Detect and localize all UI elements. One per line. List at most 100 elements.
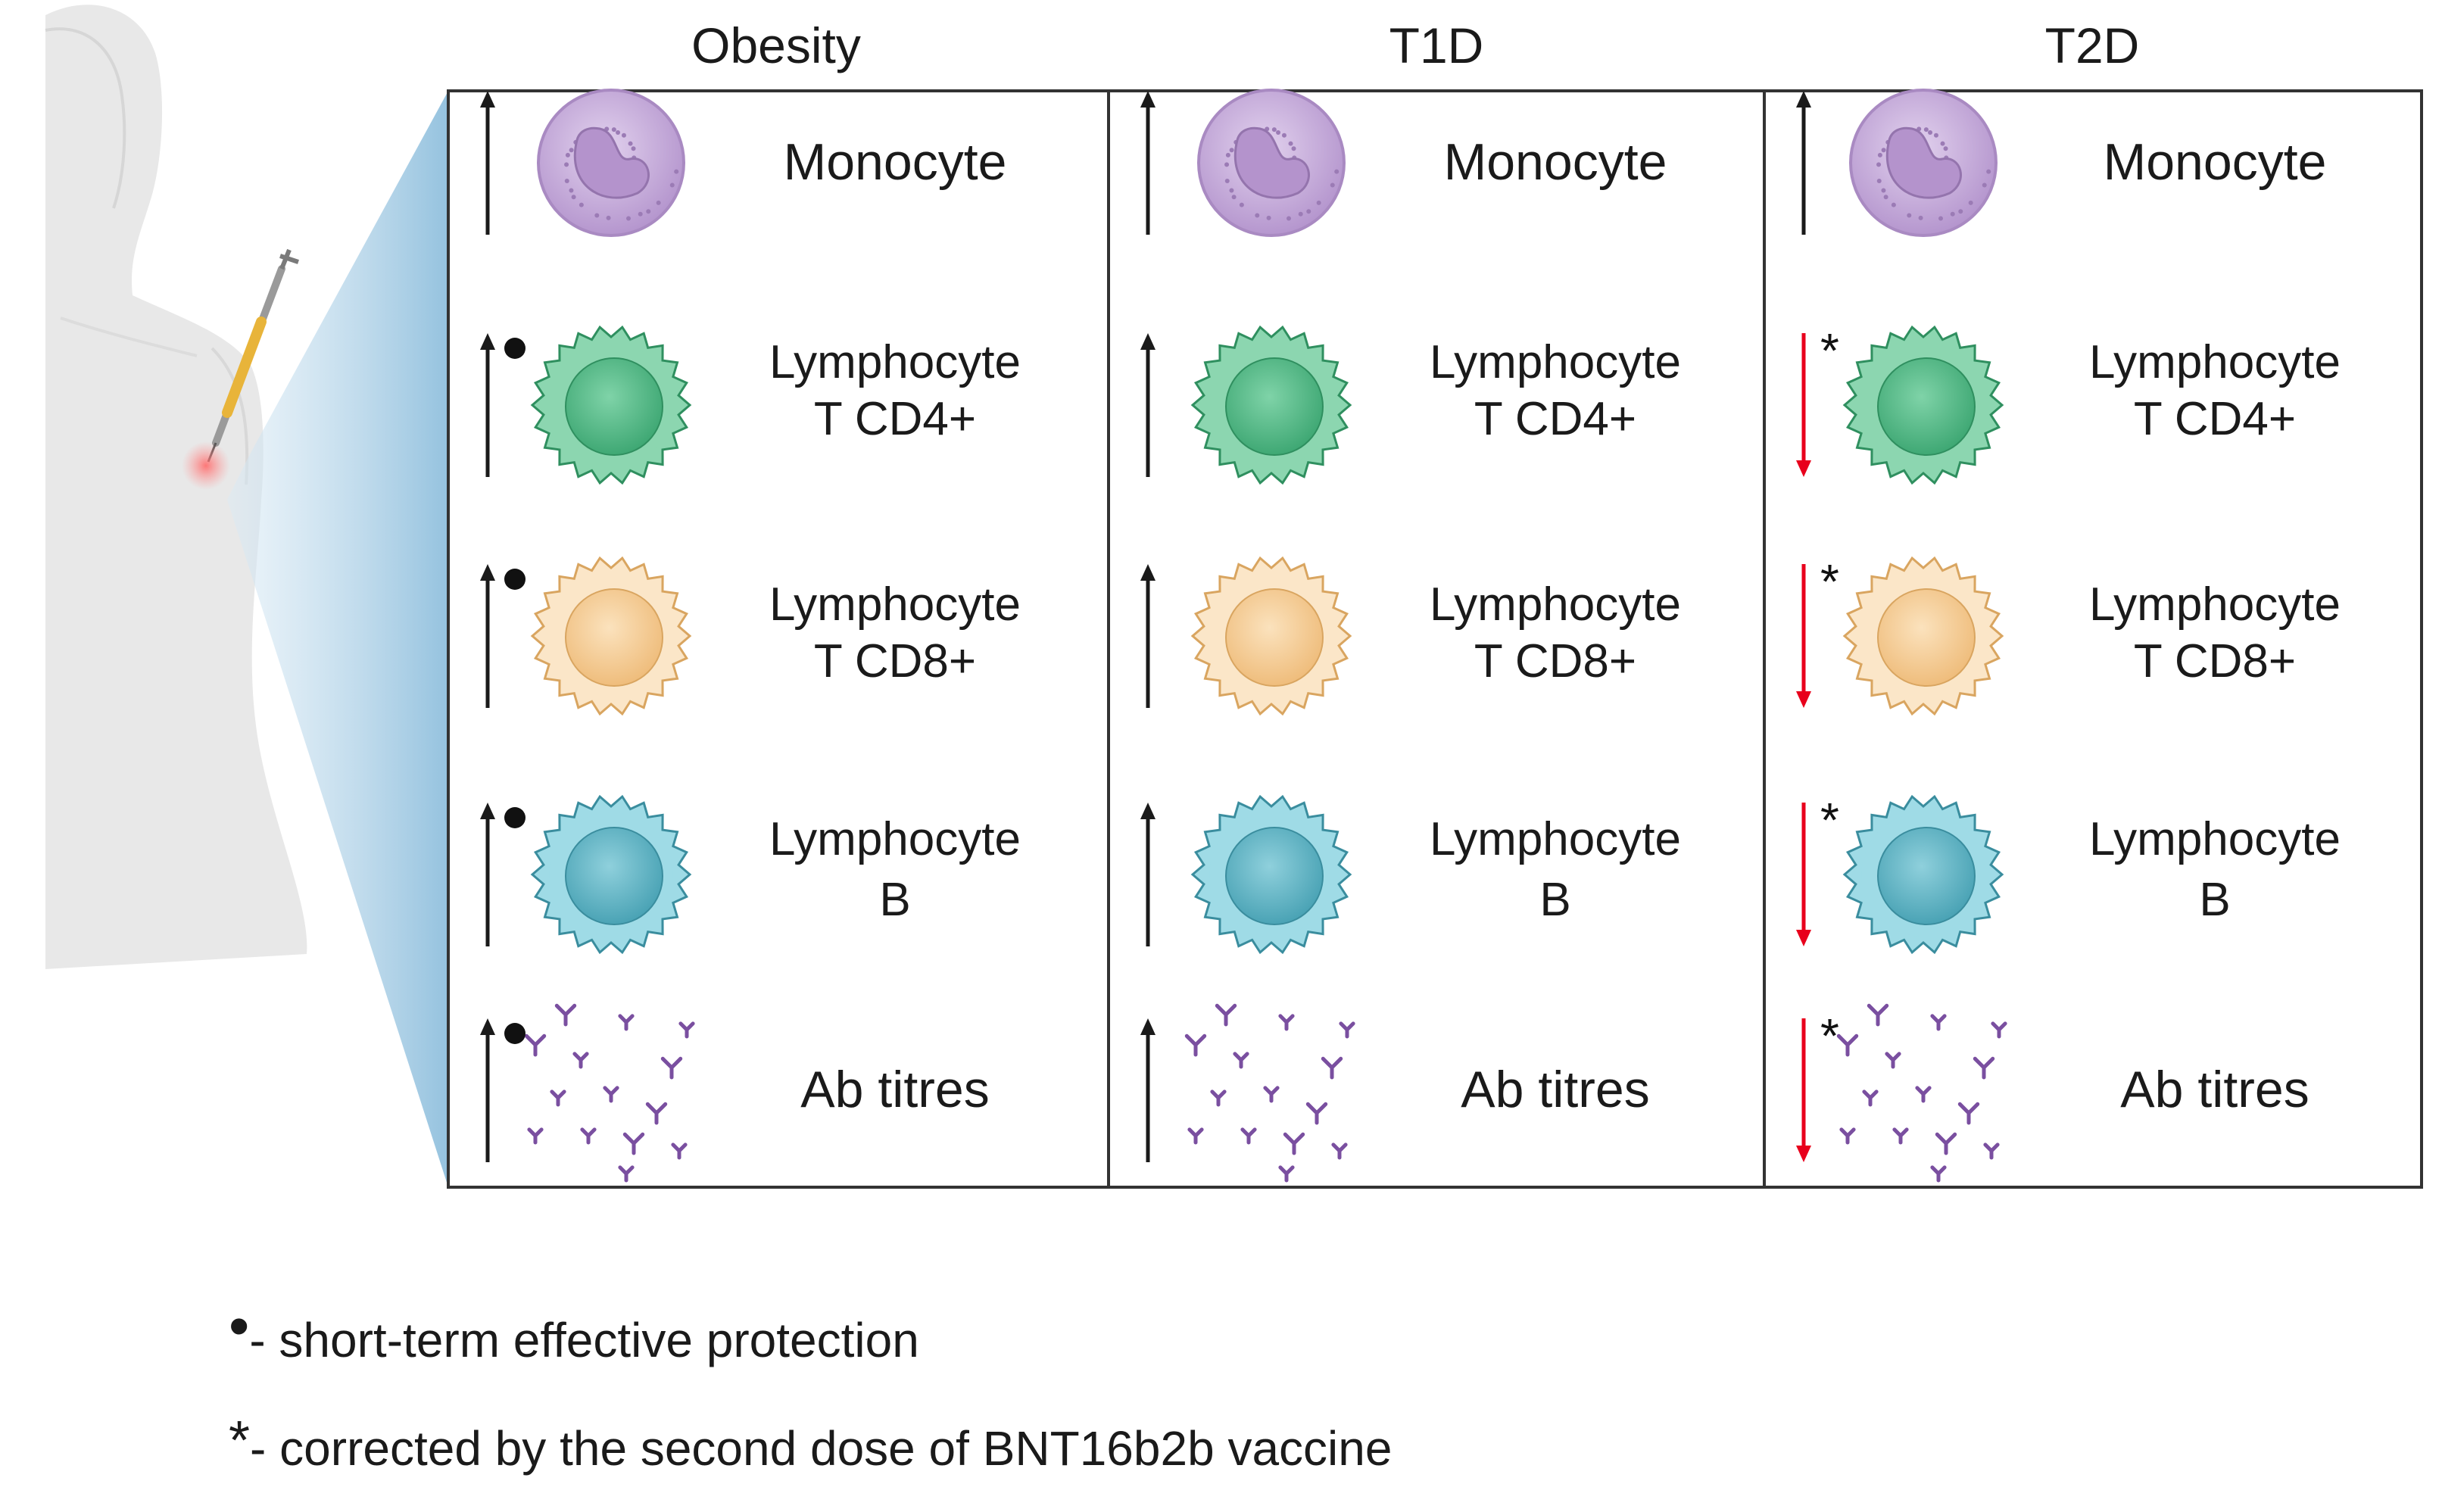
antibody-glyph: [580, 1127, 597, 1145]
short-term-protection-dot: [504, 569, 526, 590]
antibody-glyph: [645, 1102, 668, 1125]
antibody-glyph: [1867, 1003, 1889, 1027]
monocyte-cell-icon: [1849, 89, 1998, 237]
antibody-glyph: [1915, 1086, 1932, 1103]
second-dose-star: *: [1820, 793, 1839, 847]
cell-label: T CD8+: [2133, 635, 2297, 687]
cell-label: T CD8+: [1474, 635, 1637, 687]
increase-arrow-icon: [1796, 91, 1811, 235]
cell-label: T CD4+: [2133, 393, 2297, 445]
antibody-glyph: [1331, 1143, 1348, 1160]
antibody-glyph: [1935, 1132, 1957, 1155]
antibody-glyph: [1991, 1021, 2007, 1039]
antibody-glyph: [1184, 1033, 1207, 1057]
antibody-glyph: [554, 1003, 577, 1027]
antibody-glyph: [1839, 1127, 1856, 1145]
antibody-glyph: [1973, 1056, 1995, 1080]
cell-label: T CD8+: [813, 635, 977, 687]
antibody-glyph: [1930, 1014, 1947, 1031]
short-term-protection-dot: [504, 1023, 526, 1044]
cell-label: Ab titres: [800, 1061, 990, 1118]
antibody-cluster-icon: [1184, 1003, 1355, 1183]
cd4-t-cell-icon: [1190, 325, 1352, 485]
antibody-glyph: [1892, 1127, 1909, 1145]
increase-arrow-icon: [480, 1018, 495, 1162]
decrease-arrow-icon: [1796, 564, 1811, 708]
zoom-wedge: [227, 91, 448, 1187]
antibody-cluster-icon: [524, 1003, 695, 1183]
cell-label: Lymphocyte: [1430, 578, 1681, 631]
legend-star: *- corrected by the second dose of BNT16…: [229, 1411, 1393, 1478]
cell-label: Monocyte: [783, 133, 1007, 191]
injection-site: [182, 441, 230, 490]
b-cell-icon: [1190, 794, 1352, 955]
increase-arrow-icon: [480, 91, 495, 235]
cd8-t-cell-icon: [1842, 556, 2004, 716]
antibody-glyph: [1187, 1127, 1204, 1145]
column-title-obesity: Obesity: [691, 17, 861, 73]
increase-arrow-icon: [1140, 91, 1156, 235]
antibody-glyph: [1305, 1102, 1328, 1125]
antibody-glyph: [678, 1021, 695, 1039]
antibody-cluster-icon: [1836, 1003, 2007, 1183]
decrease-arrow-icon: [1796, 333, 1811, 477]
antibody-glyph: [1215, 1003, 1237, 1027]
antibody-glyph: [1885, 1052, 1901, 1069]
column-title-t2d: T2D: [2044, 17, 2140, 73]
decrease-arrow-icon: [1796, 1018, 1811, 1162]
cell-label: B: [879, 874, 911, 926]
cell-label: Lymphocyte: [1430, 336, 1681, 388]
legend-dot-text: - short-term effective protection: [249, 1313, 919, 1367]
increase-arrow-icon: [1140, 803, 1156, 946]
antibody-glyph: [1862, 1090, 1879, 1107]
legend-star-symbol: *: [229, 1411, 251, 1471]
cell-label: Ab titres: [1461, 1061, 1650, 1118]
decrease-arrow-icon: [1796, 803, 1811, 946]
cd4-t-cell-icon: [1842, 325, 2004, 485]
cell-label: Monocyte: [1443, 133, 1667, 191]
antibody-glyph: [1233, 1052, 1249, 1069]
b-cell-icon: [1842, 794, 2004, 955]
antibody-glyph: [1836, 1033, 1859, 1057]
increase-arrow-icon: [480, 333, 495, 477]
b-cell-icon: [530, 794, 692, 955]
legend-star-text: - corrected by the second dose of BNT16b…: [250, 1421, 1393, 1476]
second-dose-star: *: [1820, 1009, 1839, 1063]
increase-arrow-icon: [480, 803, 495, 946]
monocyte-cell-icon: [537, 89, 685, 237]
column-title-t1d: T1D: [1389, 17, 1484, 73]
antibody-glyph: [1278, 1014, 1295, 1031]
cell-label: Lymphocyte: [2089, 336, 2341, 388]
antibody-glyph: [1263, 1086, 1280, 1103]
short-term-protection-dot: [504, 338, 526, 359]
cell-label: Lymphocyte: [769, 336, 1021, 388]
cell-label: T CD4+: [1474, 393, 1637, 445]
increase-arrow-icon: [480, 564, 495, 708]
antibody-glyph: [660, 1056, 683, 1080]
cd8-t-cell-icon: [530, 556, 692, 716]
legend-dot: •- short-term effective protection: [229, 1292, 919, 1371]
cell-label: T CD4+: [813, 393, 977, 445]
antibody-glyph: [572, 1052, 589, 1069]
antibody-glyph: [618, 1165, 635, 1183]
short-term-protection-dot: [504, 807, 526, 828]
cell-label: B: [1539, 874, 1571, 926]
antibody-glyph: [1283, 1132, 1305, 1155]
antibody-glyph: [622, 1132, 645, 1155]
antibody-glyph: [618, 1014, 635, 1031]
antibody-glyph: [1983, 1143, 2000, 1160]
second-dose-star: *: [1820, 323, 1839, 378]
antibody-glyph: [1339, 1021, 1355, 1039]
increase-arrow-icon: [1140, 564, 1156, 708]
antibody-glyph: [1278, 1165, 1295, 1183]
antibody-glyph: [524, 1033, 547, 1057]
cell-label: B: [2199, 874, 2231, 926]
antibody-glyph: [1321, 1056, 1343, 1080]
antibody-glyph: [1930, 1165, 1947, 1183]
antibody-glyph: [550, 1090, 566, 1107]
cell-label: Monocyte: [2103, 133, 2327, 191]
legend-dot-symbol: •: [229, 1292, 250, 1359]
antibody-glyph: [671, 1143, 688, 1160]
